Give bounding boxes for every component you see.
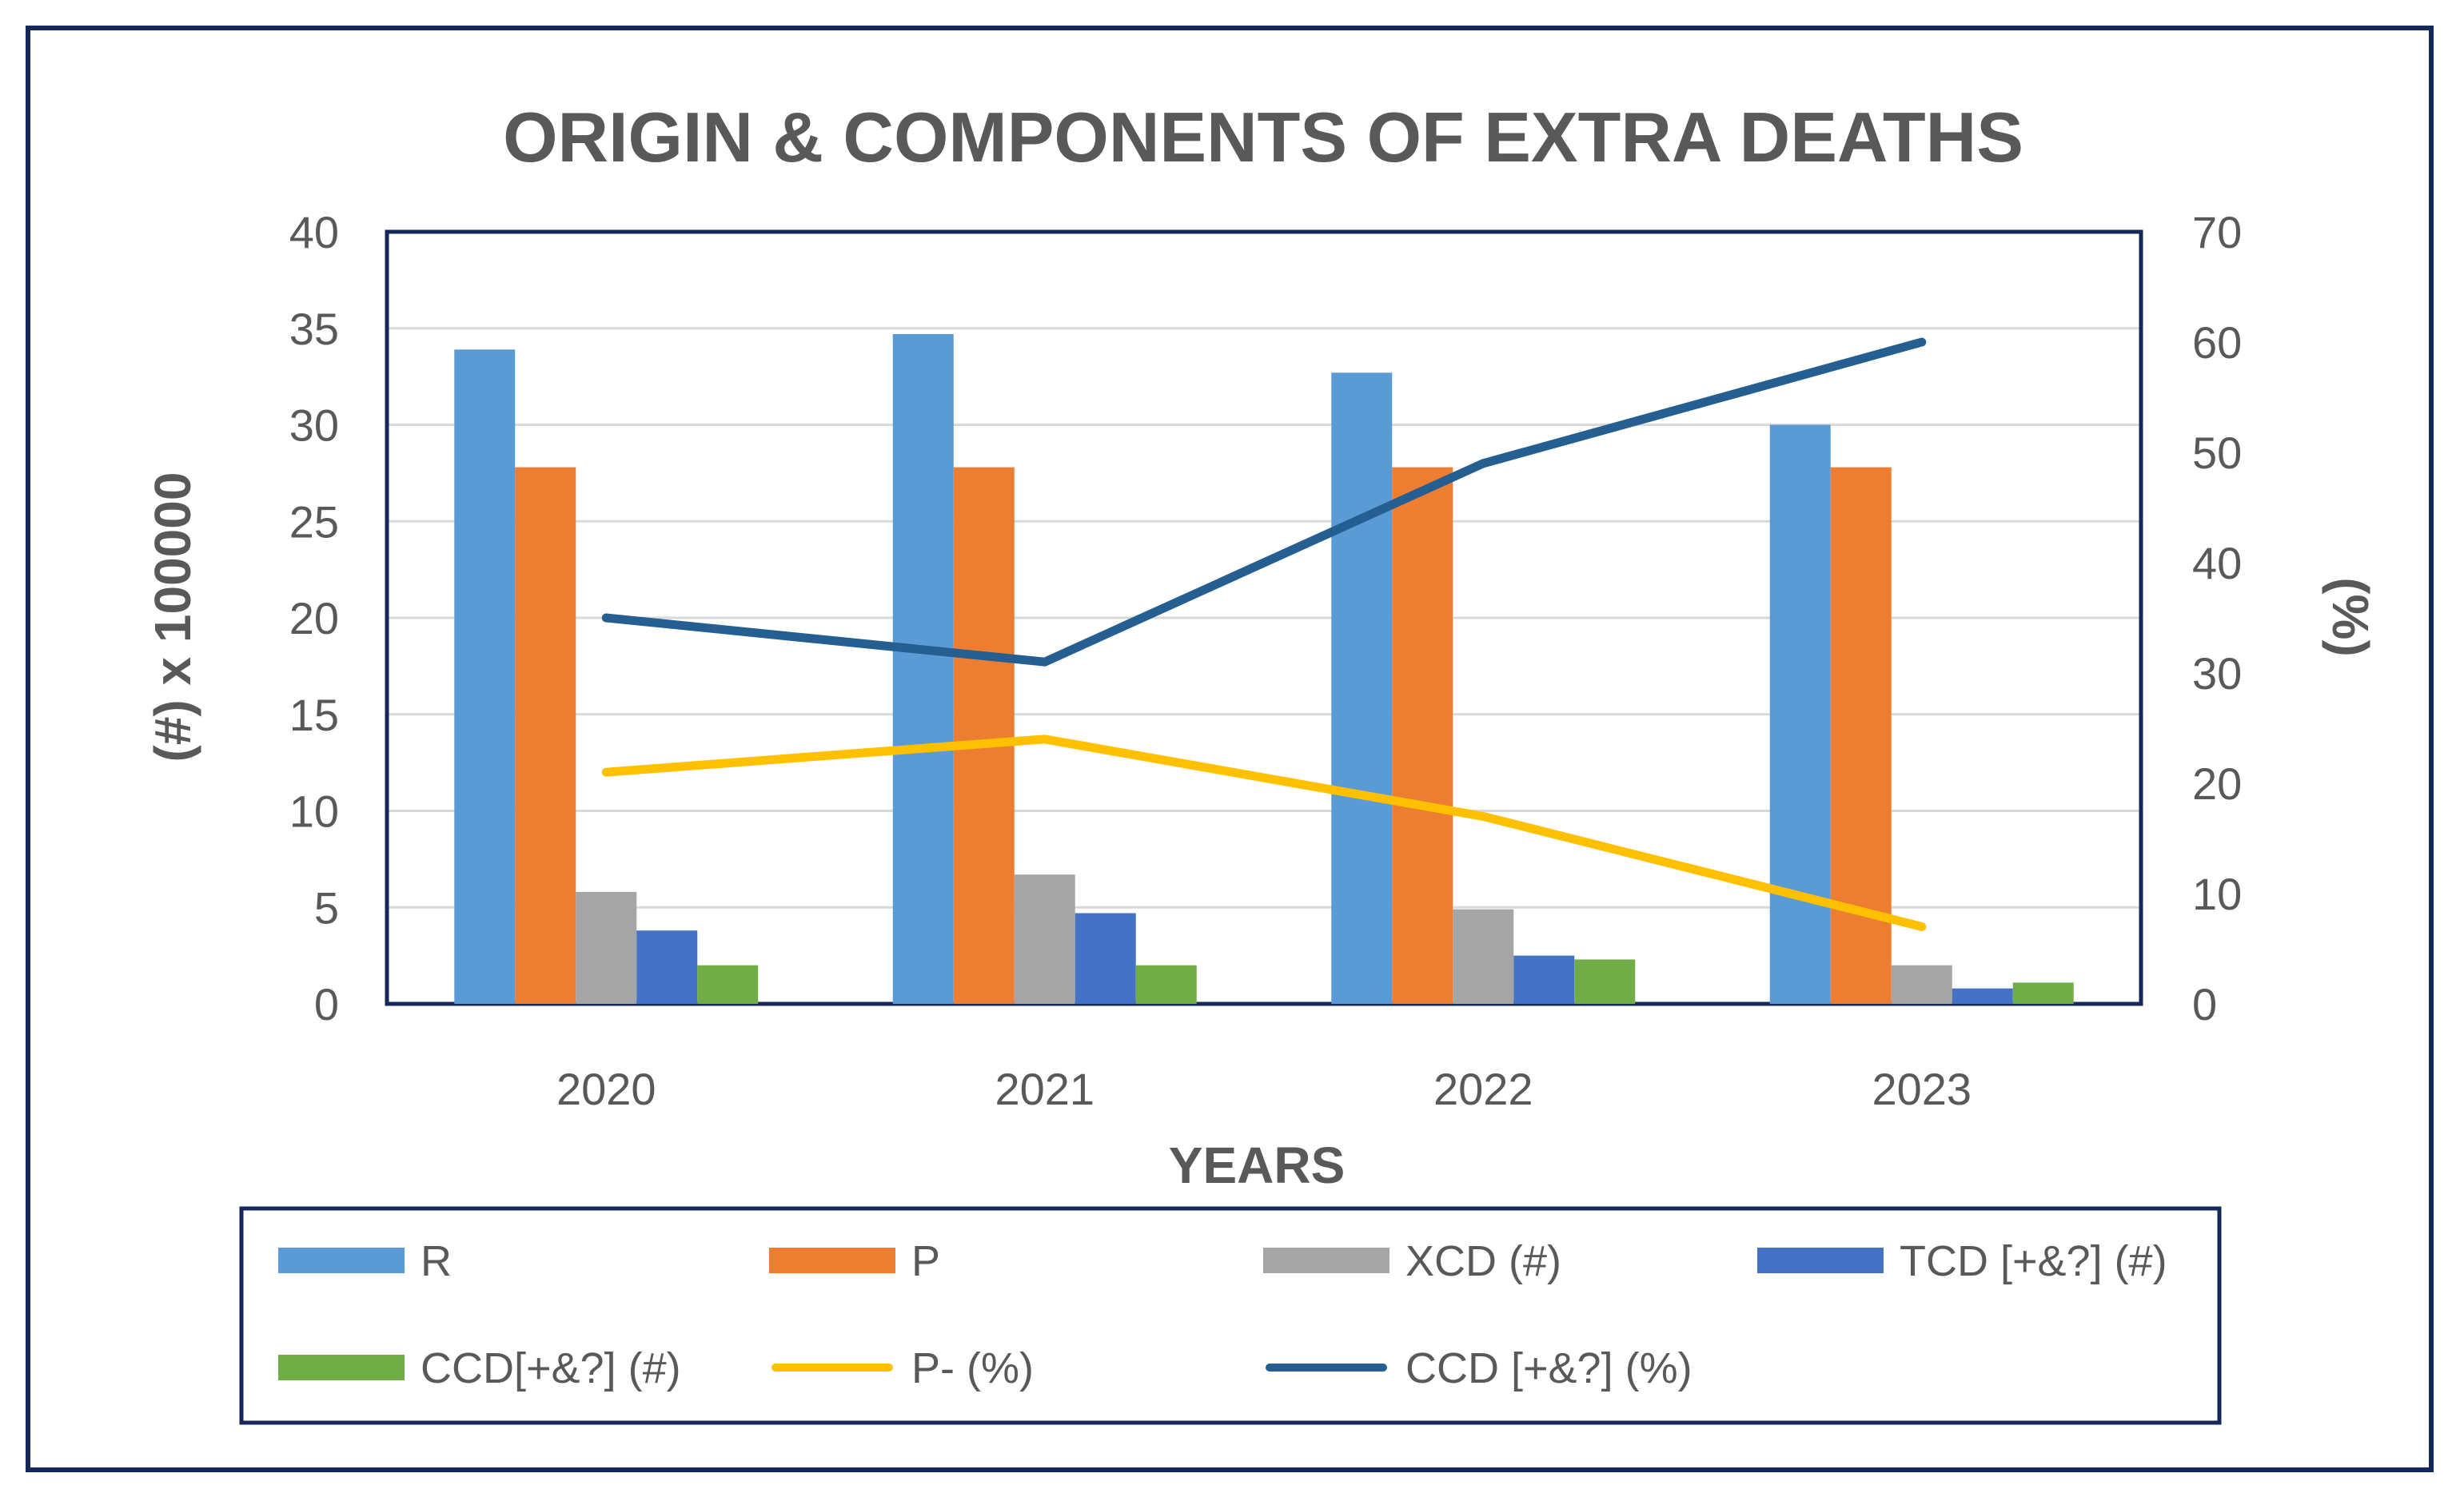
bar-ccd-2021 (1135, 965, 1197, 1004)
legend-label: CCD[+&?] (#) (421, 1344, 681, 1392)
bar-ccd-2020 (697, 965, 759, 1004)
left-axis-ticks: 0 5 10 15 20 25 30 35 40 (289, 207, 339, 1029)
y-right-tick-label: 40 (2192, 538, 2242, 588)
legend-item: R (278, 1237, 452, 1285)
legend-item: XCD (#) (1263, 1237, 1561, 1285)
y-axis-right-title: (%) (2322, 577, 2379, 657)
y-right-tick-label: 0 (2192, 979, 2217, 1029)
bar-ccd-2023 (2012, 982, 2074, 1004)
y-right-tick-label: 10 (2192, 869, 2242, 919)
legend-item: CCD [+&?] (%) (1266, 1344, 1693, 1392)
legend-swatch (278, 1355, 405, 1380)
legend-label: P (911, 1237, 940, 1285)
legend-label: TCD [+&?] (#) (1900, 1237, 2167, 1285)
legend-swatch (769, 1248, 895, 1273)
y-right-tick-label: 20 (2192, 758, 2242, 809)
y-axis-left-title: (#) x 100000 (144, 472, 201, 762)
right-axis-ticks: 0 10 20 30 40 50 60 70 (2192, 207, 2242, 1029)
bar-xcd-2020 (576, 891, 637, 1004)
bar-xcd-2023 (1891, 965, 1952, 1004)
x-tick-label: 2021 (995, 1064, 1094, 1114)
bar-tcd-2023 (1952, 988, 2013, 1004)
x-axis-title: YEARS (1169, 1137, 1346, 1194)
y-left-tick-label: 10 (289, 786, 339, 837)
bar-p-2020 (515, 467, 576, 1004)
legend-label: R (421, 1237, 452, 1285)
bar-r-2021 (892, 333, 954, 1004)
x-tick-label: 2020 (556, 1064, 656, 1114)
x-tick-label: 2023 (1872, 1064, 1972, 1114)
legend-label: XCD (#) (1405, 1237, 1561, 1285)
bar-xcd-2022 (1453, 909, 1514, 1004)
bar-xcd-2021 (1014, 874, 1075, 1004)
legend-item: P- (%) (771, 1344, 1034, 1392)
y-left-tick-label: 35 (289, 304, 339, 354)
bar-tcd-2020 (636, 930, 698, 1004)
y-left-tick-label: 5 (314, 882, 339, 933)
y-left-tick-label: 25 (289, 496, 339, 547)
bar-r-2023 (1769, 424, 1831, 1004)
chart-title: ORIGIN & COMPONENTS OF EXTRA DEATHS (503, 98, 2023, 177)
y-right-tick-label: 60 (2192, 317, 2242, 368)
y-right-tick-label: 50 (2192, 428, 2242, 478)
plot-area-border (385, 229, 2143, 1006)
legend-swatch (278, 1248, 405, 1273)
legend-swatch (1263, 1248, 1389, 1273)
bars-group (454, 333, 2074, 1004)
y-left-tick-label: 15 (289, 690, 339, 740)
line-ccd (601, 337, 1927, 667)
legend-swatch (1757, 1248, 1884, 1273)
bar-r-2022 (1331, 372, 1393, 1004)
y-left-tick-label: 0 (314, 979, 339, 1029)
legend-label: CCD [+&?] (%) (1405, 1344, 1693, 1392)
bar-r-2020 (454, 349, 516, 1004)
bar-p-2023 (1830, 467, 1892, 1004)
legend-item: TCD [+&?] (#) (1757, 1237, 2167, 1285)
bar-tcd-2022 (1513, 955, 1575, 1004)
y-right-tick-label: 30 (2192, 648, 2242, 699)
y-left-tick-label: 20 (289, 593, 339, 643)
legend-box (239, 1206, 2222, 1425)
y-right-tick-label: 70 (2192, 207, 2242, 257)
legend-label: P- (%) (911, 1344, 1034, 1392)
lines-group (601, 337, 1927, 931)
y-left-tick-label: 30 (289, 400, 339, 451)
bar-p-2021 (953, 467, 1015, 1004)
x-axis-ticks: 2020 2021 2022 2023 (556, 1064, 1972, 1114)
x-tick-label: 2022 (1433, 1064, 1533, 1114)
legend-item: P (769, 1237, 940, 1285)
legend: R P XCD (#) TCD [+&?] (#) CCD[+&?] (#) P- (%)… (278, 1237, 2167, 1392)
bar-p-2022 (1392, 467, 1453, 1004)
bar-ccd-2022 (1574, 959, 1636, 1004)
bar-tcd-2021 (1075, 913, 1136, 1004)
line-p (601, 735, 1927, 931)
legend-item: CCD[+&?] (#) (278, 1344, 681, 1392)
y-left-tick-label: 40 (289, 207, 339, 257)
